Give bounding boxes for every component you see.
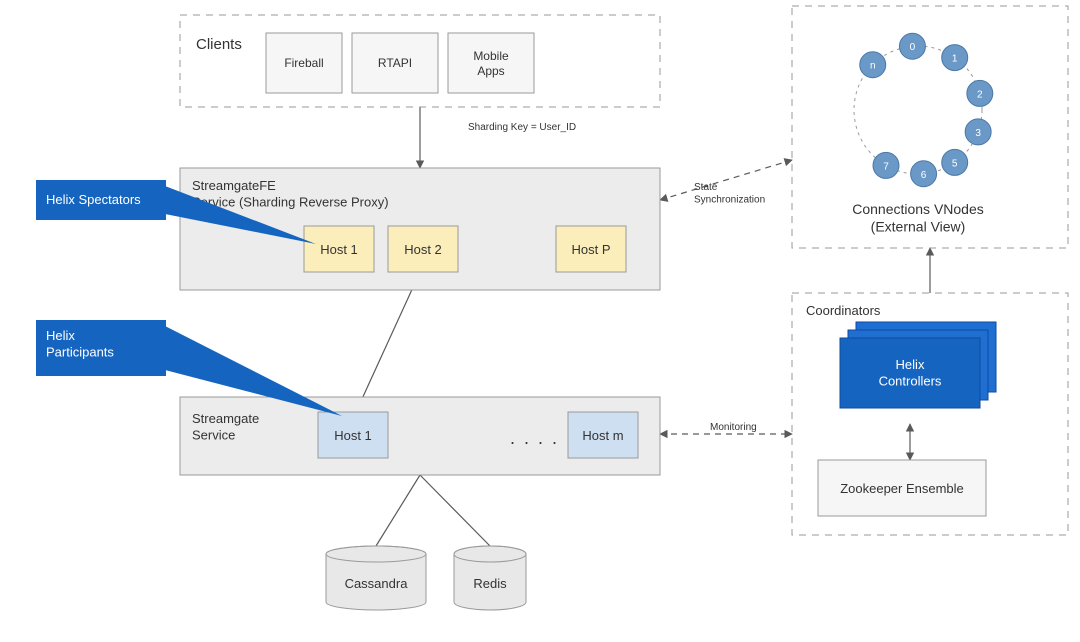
vnode-label-5: 5 (952, 158, 958, 169)
arrow-sg-to-db1 (376, 475, 420, 546)
vnode-label-3: 3 (975, 128, 981, 139)
db-redis: Redis (454, 546, 526, 610)
clients-title: Clients (196, 36, 242, 53)
client-box-label-1: RTAPI (378, 56, 412, 70)
coordinators-title: Coordinators (806, 303, 881, 318)
vnode-label-2: 2 (977, 89, 983, 100)
fe-host-label-0: Host 1 (320, 242, 358, 257)
client-box-label-2: MobileApps (473, 49, 509, 78)
vnode-label-1: 1 (952, 54, 958, 65)
vnode-label-6: 6 (921, 170, 927, 181)
fe-host-label-1: Host 2 (404, 242, 442, 257)
client-box-label-0: Fireball (284, 56, 323, 70)
sharding-note: Sharding Key = User_ID (468, 122, 576, 133)
vnodes-title: Connections VNodes(External View) (852, 201, 984, 235)
svg-text:Cassandra: Cassandra (345, 576, 409, 591)
vnode-label-7: 7 (883, 161, 889, 172)
sg-ellipsis: . . . . (510, 428, 559, 448)
sg-host-label-0: Host 1 (334, 428, 372, 443)
vnode-label-n: n (870, 61, 876, 72)
label-monitoring: Monitoring (710, 422, 757, 433)
fe-host-label-2: Host P (571, 242, 610, 257)
vnode-label-0: 0 (910, 42, 916, 53)
arrow-sg-to-db2 (420, 475, 490, 546)
label-state-sync: StateSynchronization (694, 182, 765, 206)
client-box-2 (448, 33, 534, 93)
arrow-fe-to-sg (356, 272, 420, 412)
callout-spectators-label: Helix Spectators (46, 192, 141, 207)
sg-host-label-1: Host m (582, 428, 623, 443)
db-cassandra: Cassandra (326, 546, 426, 610)
svg-text:Redis: Redis (473, 576, 507, 591)
zookeeper-label: Zookeeper Ensemble (840, 481, 964, 496)
